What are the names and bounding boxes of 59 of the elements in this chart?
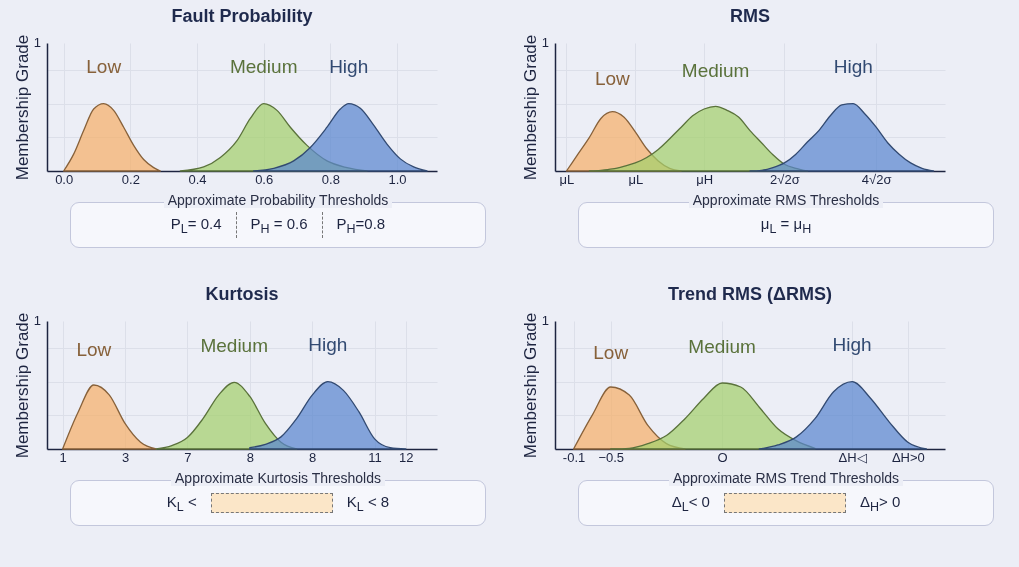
x-tick-label: -0.1 — [562, 449, 586, 465]
x-tick-label: 2√2σ — [770, 171, 800, 187]
series-label: Low — [594, 68, 631, 90]
text: P$_{H}$=0.8 — [336, 214, 386, 236]
x-tick-label: 8 — [246, 449, 254, 465]
x-tick-label: O — [717, 449, 728, 465]
x-tick-label: 0.8 — [321, 171, 340, 187]
x-tick-label: ΔH◁ — [838, 449, 867, 465]
x-tick-label: 1.0 — [388, 171, 407, 187]
text: μ$_{L}$ = μ$_{H}$ — [760, 214, 812, 236]
x-tick-label: 1 — [59, 449, 67, 465]
x-tick-label: μH — [696, 171, 714, 187]
x-tick-label: 0.0 — [55, 171, 74, 187]
series-label: High — [833, 55, 873, 77]
text: 1 — [541, 35, 549, 50]
x-tick-label: 0.2 — [121, 171, 140, 187]
series-label: Medium — [200, 334, 268, 356]
x-tick-label: 12 — [399, 449, 414, 465]
text: K$_{L}$ < — [166, 492, 197, 514]
text: K$_{L}$ < 8 — [346, 492, 390, 514]
series-label: High — [308, 333, 348, 355]
text: P$_{H}$ = 0.6 — [250, 214, 308, 236]
x-tick-label: 4√2σ — [861, 171, 892, 187]
text: P$_{L}$= 0.4 — [170, 214, 222, 236]
series-label: Medium — [229, 55, 298, 77]
text: Approximate Probability Thresholds — [163, 192, 393, 208]
text: Δ$_{H}$> 0 — [859, 492, 901, 514]
x-tick-label: 0.6 — [255, 171, 274, 187]
x-tick-label: μL — [559, 171, 575, 187]
x-tick-label: 0.4 — [188, 171, 207, 187]
y-axis-title: Membership Grade — [12, 312, 32, 459]
series-label: Low — [76, 338, 112, 360]
series-label: Low — [593, 341, 629, 363]
series-label: Medium — [681, 59, 750, 81]
x-tick-label: 7 — [184, 449, 192, 465]
x-tick-label: −0.5 — [598, 449, 625, 465]
series-label: Low — [86, 55, 122, 77]
x-tick-label: ΔH>0 — [891, 449, 925, 465]
text: Approximate RMS Trend Thresholds — [668, 470, 904, 486]
x-tick-label: μL — [628, 171, 644, 187]
chart-title: Kurtosis — [205, 284, 279, 305]
y-axis-title: Membership Grade — [12, 34, 32, 181]
chart-title: Trend RMS (ΔRMS) — [668, 284, 832, 305]
text: Approximate RMS Thresholds — [688, 192, 884, 208]
y-axis-title: Membership Grade — [520, 34, 540, 181]
series-label: Medium — [688, 335, 756, 357]
text: 1 — [33, 35, 41, 50]
chart-title: RMS — [730, 6, 770, 27]
y-axis-title: Membership Grade — [520, 312, 540, 459]
x-tick-label: 3 — [121, 449, 130, 465]
series-label: High — [329, 55, 369, 77]
chart-title: Fault Probability — [171, 6, 313, 27]
text: 1 — [541, 313, 549, 328]
series-label: High — [832, 333, 872, 355]
x-tick-label: 8 — [309, 449, 317, 465]
x-tick-label: 11 — [368, 449, 382, 465]
text: Δ$_{L}$< 0 — [671, 492, 710, 514]
text: Approximate Kurtosis Thresholds — [171, 470, 385, 486]
text: 1 — [33, 313, 41, 328]
